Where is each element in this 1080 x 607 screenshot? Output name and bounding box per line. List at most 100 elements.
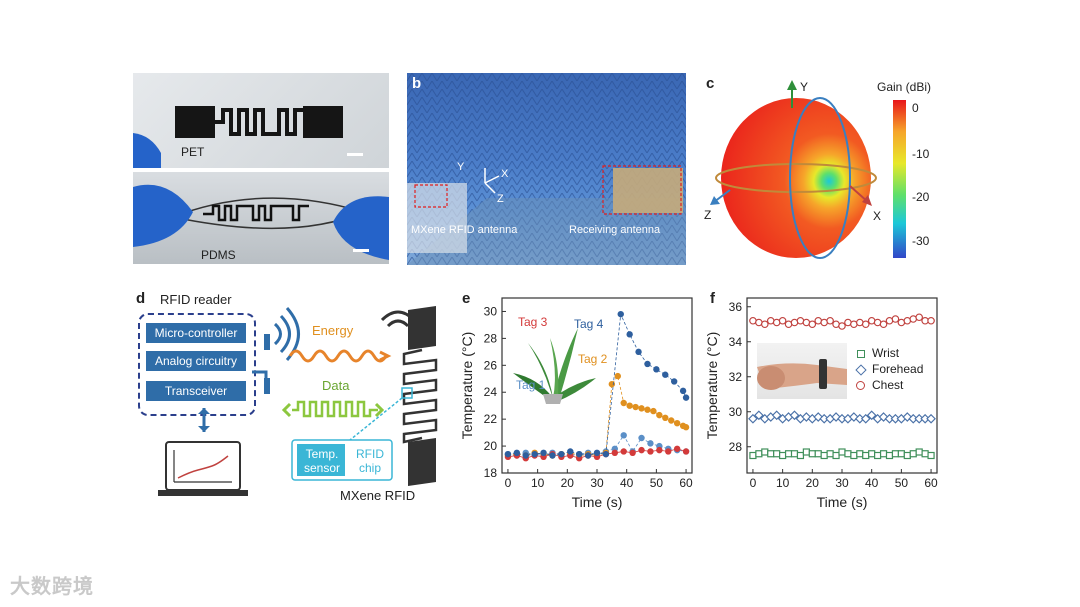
data-point	[902, 412, 913, 422]
data-point	[650, 407, 657, 415]
data-point	[832, 451, 840, 460]
reader-dashed-box	[138, 313, 256, 416]
data-point	[885, 451, 894, 460]
data-point	[584, 452, 592, 459]
y-tick-label: 30	[484, 304, 498, 318]
data-point	[761, 320, 769, 329]
data-point	[838, 448, 846, 456]
data-point	[620, 432, 627, 439]
data-point	[635, 348, 642, 356]
chamber-axis-x: X	[501, 168, 509, 180]
data-point	[638, 446, 645, 454]
data-point	[826, 450, 834, 458]
x-tick-label: 50	[650, 476, 664, 490]
rfid-reader-title: RFID reader	[160, 292, 232, 307]
block-micro-controller: Micro-controller	[146, 323, 246, 343]
data-point	[903, 451, 911, 460]
data-point	[611, 449, 619, 457]
tag4-label: Tag 4	[574, 317, 604, 331]
data-point	[682, 448, 690, 455]
panel-a-top-photo: PET	[133, 73, 389, 168]
watermark-logo: 大数跨境	[10, 574, 94, 598]
temp-sensor-label-2: sensor	[303, 461, 341, 475]
rfid-chip-label-2: chip	[358, 461, 381, 475]
data-point	[808, 450, 816, 458]
data-point	[802, 448, 810, 456]
x-tick-label: 0	[750, 476, 757, 490]
data-point	[874, 451, 882, 460]
data-point	[915, 448, 923, 456]
data-point	[754, 410, 764, 421]
x-axis-label: Time (s)	[817, 494, 868, 510]
y-tick-label: 32	[729, 370, 743, 384]
data-point	[866, 410, 877, 421]
data-point	[665, 448, 672, 455]
data-point	[558, 450, 565, 458]
colorbar-tick-30: -30	[912, 234, 930, 248]
data-point	[662, 371, 669, 378]
data-point	[927, 316, 935, 325]
data-point	[638, 434, 645, 442]
y-tick-label: 26	[484, 358, 498, 372]
x-tick-label: 60	[924, 476, 938, 490]
y-tick-label: 28	[484, 331, 498, 345]
data-point	[673, 419, 681, 427]
data-point	[531, 450, 538, 458]
data-point	[682, 424, 690, 431]
data-point	[915, 313, 923, 322]
panel-e-label: e	[462, 290, 471, 307]
panel-a-bottom-photo: PDMS	[133, 172, 389, 264]
y-tick-label: 34	[729, 335, 743, 349]
data-point	[860, 413, 871, 424]
data-point	[897, 450, 905, 458]
colorbar-tick-0: 0	[912, 101, 919, 115]
data-point	[620, 448, 627, 455]
data-point	[626, 331, 633, 338]
x-tick-label: 0	[505, 476, 512, 490]
data-point	[831, 412, 841, 422]
legend-chest-marker	[856, 381, 865, 390]
data-point	[522, 452, 529, 459]
colorbar-title: Gain (dBi)	[877, 80, 932, 94]
y-axis-label: Temperature (°C)	[705, 332, 720, 440]
x-tick-label: 30	[590, 476, 604, 490]
y-tick-label: 30	[729, 405, 743, 419]
data-point	[614, 372, 621, 380]
x-tick-label: 40	[620, 476, 634, 490]
data-point	[540, 449, 547, 457]
body-temperature-chart: 0 10 20 30 40 50 60 28 30 32 34 36 Time (s) Temperatu…	[705, 297, 938, 510]
block-transceiver: Transceiver	[146, 381, 246, 401]
data-point	[761, 448, 769, 456]
data-point	[879, 450, 888, 458]
y-tick-label: 22	[484, 412, 498, 426]
panel-d-graphics	[158, 306, 438, 496]
pdms-label: PDMS	[201, 248, 236, 262]
data-point	[656, 411, 663, 419]
x-axis-label: Time (s)	[572, 494, 623, 510]
data-point	[861, 320, 870, 329]
data-point	[779, 451, 787, 460]
legend-forehead: Forehead	[872, 362, 924, 376]
panel-c-label: c	[706, 75, 715, 92]
y-axis-label: Temperature (°C)	[460, 332, 475, 440]
x-tick-label: 20	[561, 476, 575, 490]
x-tick-label: 60	[679, 476, 693, 490]
data-point	[513, 449, 521, 457]
data-point	[602, 450, 610, 458]
y-tick-label: 36	[729, 300, 743, 314]
data-point	[878, 412, 889, 422]
x-tick-label: 10	[531, 476, 545, 490]
data-point	[632, 403, 639, 411]
pet-antenna-image	[133, 106, 363, 168]
data-point	[647, 440, 654, 447]
anechoic-chamber-image	[407, 73, 686, 265]
data-point	[838, 322, 846, 330]
data-point	[653, 366, 660, 373]
data-point	[644, 406, 651, 413]
energy-label: Energy	[312, 323, 354, 338]
data-point	[679, 387, 687, 395]
data-point	[656, 446, 663, 454]
mxene-antenna-caption: MXene RFID antenna	[411, 224, 518, 236]
y-tick-label: 18	[484, 466, 498, 480]
data-point	[682, 394, 690, 401]
